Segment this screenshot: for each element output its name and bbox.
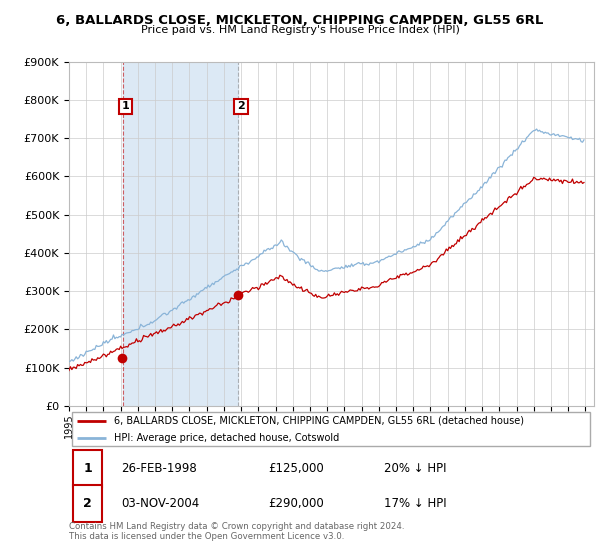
FancyBboxPatch shape [73, 486, 102, 521]
Text: HPI: Average price, detached house, Cotswold: HPI: Average price, detached house, Cots… [113, 433, 339, 444]
Text: 03-NOV-2004: 03-NOV-2004 [121, 497, 200, 510]
Text: £125,000: £125,000 [269, 462, 324, 475]
Text: 2: 2 [83, 497, 92, 510]
Text: 2: 2 [237, 101, 245, 111]
Bar [123, 62, 238, 406]
Text: 6, BALLARDS CLOSE, MICKLETON, CHIPPING CAMPDEN, GL55 6RL (detached house): 6, BALLARDS CLOSE, MICKLETON, CHIPPING C… [113, 416, 524, 426]
FancyBboxPatch shape [73, 450, 102, 487]
Text: Price paid vs. HM Land Registry's House Price Index (HPI): Price paid vs. HM Land Registry's House … [140, 25, 460, 35]
Text: 26-FEB-1998: 26-FEB-1998 [121, 462, 197, 475]
Text: 1: 1 [83, 462, 92, 475]
Text: £290,000: £290,000 [269, 497, 324, 510]
Text: 17% ↓ HPI: 17% ↓ HPI [384, 497, 446, 510]
Text: Contains HM Land Registry data © Crown copyright and database right 2024.
This d: Contains HM Land Registry data © Crown c… [69, 522, 404, 542]
Text: 6, BALLARDS CLOSE, MICKLETON, CHIPPING CAMPDEN, GL55 6RL: 6, BALLARDS CLOSE, MICKLETON, CHIPPING C… [56, 14, 544, 27]
Text: 20% ↓ HPI: 20% ↓ HPI [384, 462, 446, 475]
Text: 1: 1 [121, 101, 129, 111]
FancyBboxPatch shape [71, 412, 590, 446]
